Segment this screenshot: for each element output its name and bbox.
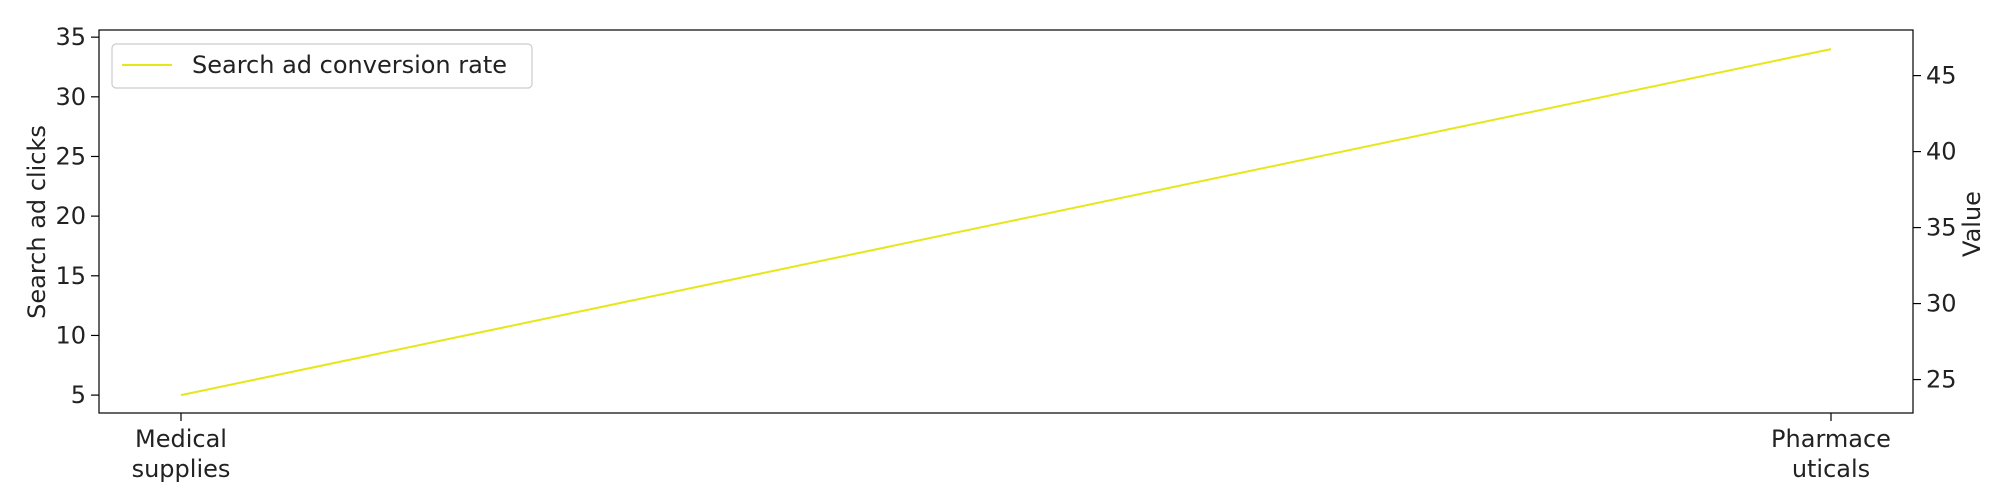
legend-label: Search ad conversion rate [192, 51, 507, 79]
y-axis-title-left: Search ad clicks [23, 125, 51, 319]
y-axis-right: 25 30 35 40 45 [1913, 62, 1957, 394]
y-axis-title-right: Value [1958, 191, 1986, 257]
y-tick-label-left: 30 [55, 83, 86, 111]
y-tick-label-left: 5 [71, 381, 86, 409]
series-line [180, 48, 1832, 397]
y-tick-label-right: 25 [1926, 366, 1957, 394]
legend: Search ad conversion rate [111, 43, 533, 89]
y-tick-label-right: 40 [1926, 138, 1957, 166]
x-tick-label: Medical supplies [132, 425, 231, 483]
y-tick-label-right: 35 [1926, 214, 1957, 242]
legend-box [111, 43, 533, 89]
y-tick-label-right: 45 [1926, 62, 1957, 90]
y-tick-label-left: 10 [55, 321, 86, 349]
y-tick-label-left: 15 [55, 262, 86, 290]
y-tick-label-left: 20 [55, 202, 86, 230]
x-tick-label: Pharmace uticals [1771, 425, 1891, 483]
y-tick-label-right: 30 [1926, 290, 1957, 318]
series-layer [180, 48, 1832, 397]
y-axis-left: 5 10 15 20 25 30 35 [55, 23, 99, 409]
y-tick-label-left: 25 [55, 142, 86, 170]
x-axis: Medical supplies Pharmace uticals [132, 413, 1891, 483]
y-tick-label-left: 35 [55, 23, 86, 51]
